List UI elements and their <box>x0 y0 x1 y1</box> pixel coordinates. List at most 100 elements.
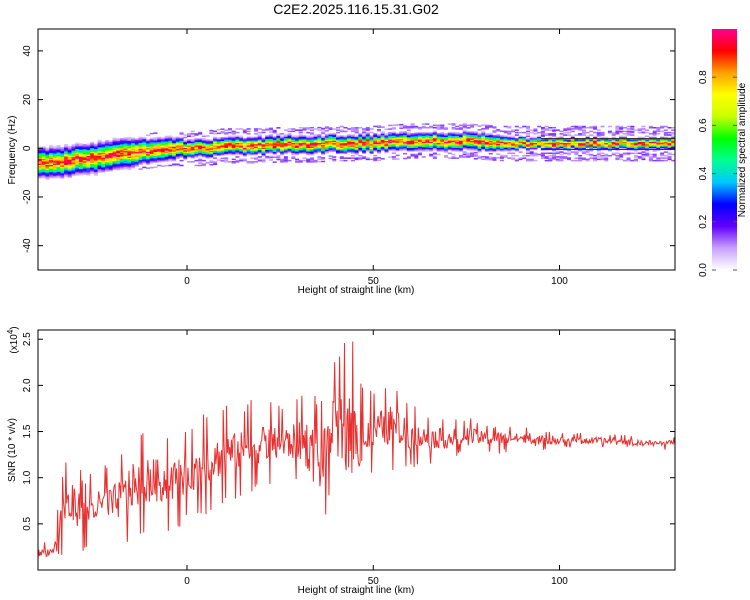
heatmap-cell <box>373 147 378 150</box>
heatmap-cell <box>321 143 326 146</box>
heatmap-cell <box>436 147 441 150</box>
heatmap-cell <box>634 144 639 146</box>
heatmap-cell <box>105 165 110 167</box>
heatmap-cell <box>283 147 288 150</box>
heatmap-cell <box>168 157 173 159</box>
heatmap-cell <box>507 126 512 129</box>
heatmap-cell <box>272 152 277 155</box>
heatmap-cell <box>447 134 452 136</box>
heatmap-cell <box>540 147 545 150</box>
heatmap-cell <box>224 153 229 156</box>
heatmap-cell <box>671 153 676 156</box>
heatmap-cell <box>634 145 639 147</box>
heatmap-cell <box>436 139 441 141</box>
heatmap-cell <box>555 139 560 141</box>
heatmap-cell <box>168 153 173 156</box>
heatmap-cell <box>421 141 426 144</box>
heatmap-cell <box>354 140 359 142</box>
heatmap-cell <box>444 144 449 146</box>
heatmap-cell <box>134 150 139 153</box>
heatmap-cell <box>280 151 285 153</box>
heatmap-cell <box>93 164 98 166</box>
heatmap-cell <box>224 140 229 142</box>
heatmap-cell <box>198 137 203 140</box>
heatmap-cell <box>376 142 382 144</box>
heatmap-cell <box>548 126 553 129</box>
heatmap-cell <box>45 156 50 158</box>
heatmap-cell <box>213 145 218 147</box>
heatmap-cell <box>75 145 80 147</box>
heatmap-cell <box>86 144 91 147</box>
heatmap-cell <box>354 136 359 139</box>
heatmap-cell <box>146 139 151 141</box>
heatmap-cell <box>414 153 419 156</box>
heatmap-cell <box>268 159 273 161</box>
heatmap-cell <box>268 145 273 148</box>
heatmap-cell <box>462 146 467 148</box>
heatmap-cell <box>153 155 158 157</box>
heatmap-cell <box>45 163 50 166</box>
heatmap-cell <box>563 139 568 141</box>
heatmap-cell <box>216 138 221 141</box>
heatmap-cell <box>291 145 296 147</box>
heatmap-cell <box>231 152 236 155</box>
heatmap-cell <box>64 151 69 153</box>
heatmap-cell <box>116 166 121 168</box>
heatmap-cell <box>60 149 65 151</box>
heatmap-cell <box>75 165 80 168</box>
heatmap-cell <box>641 142 646 145</box>
heatmap-cell <box>667 145 672 147</box>
heatmap-cell <box>38 151 43 153</box>
heatmap-cell <box>492 140 497 143</box>
heatmap-cell <box>149 138 154 141</box>
heatmap-cell <box>134 162 139 165</box>
heatmap-cell <box>175 154 180 157</box>
heatmap-cell <box>414 145 419 147</box>
heatmap-cell <box>637 131 642 134</box>
heatmap-cell <box>116 146 121 149</box>
heatmap-cell <box>306 158 311 161</box>
heatmap-cell <box>138 136 143 139</box>
heatmap-cell <box>604 136 609 139</box>
heatmap-cell <box>257 141 262 144</box>
heatmap-cell <box>395 124 400 126</box>
heatmap-cell <box>622 130 627 133</box>
heatmap-cell <box>41 165 46 168</box>
heatmap-cell <box>172 145 177 147</box>
heatmap-cell <box>574 141 579 144</box>
heatmap-cell <box>78 149 84 151</box>
heatmap-cell <box>570 159 575 162</box>
heatmap-cell <box>671 139 676 141</box>
heatmap-cell <box>563 157 568 159</box>
heatmap-cell <box>548 146 553 148</box>
heatmap-cell <box>466 130 471 133</box>
heatmap-cell <box>160 152 165 154</box>
heatmap-cell <box>306 145 311 147</box>
heatmap-cell <box>205 138 210 141</box>
heatmap-cell <box>280 136 285 139</box>
heatmap-cell <box>671 133 676 135</box>
heatmap-cell <box>332 145 337 147</box>
heatmap-cell <box>343 135 348 138</box>
heatmap-cell <box>596 139 601 141</box>
heatmap-cell <box>660 130 665 133</box>
heatmap-cell <box>473 136 478 138</box>
heatmap-cell <box>395 147 400 149</box>
heatmap-cell <box>630 139 635 141</box>
heatmap-cell <box>149 166 154 169</box>
heatmap-cell <box>101 154 106 157</box>
heatmap-cell <box>82 159 87 162</box>
heatmap-cell <box>60 166 65 168</box>
heatmap-cell <box>112 138 117 141</box>
heatmap-cell <box>157 153 162 156</box>
heatmap-cell <box>52 158 57 161</box>
heatmap-cell <box>630 159 635 162</box>
heatmap-cell <box>328 155 333 157</box>
heatmap-cell <box>336 129 341 131</box>
heatmap-cell <box>462 153 467 156</box>
heatmap-cell <box>49 163 54 166</box>
heatmap-cell <box>444 154 449 157</box>
heatmap-cell <box>224 144 229 146</box>
heatmap-cell <box>395 135 400 137</box>
heatmap-cell <box>339 156 344 158</box>
